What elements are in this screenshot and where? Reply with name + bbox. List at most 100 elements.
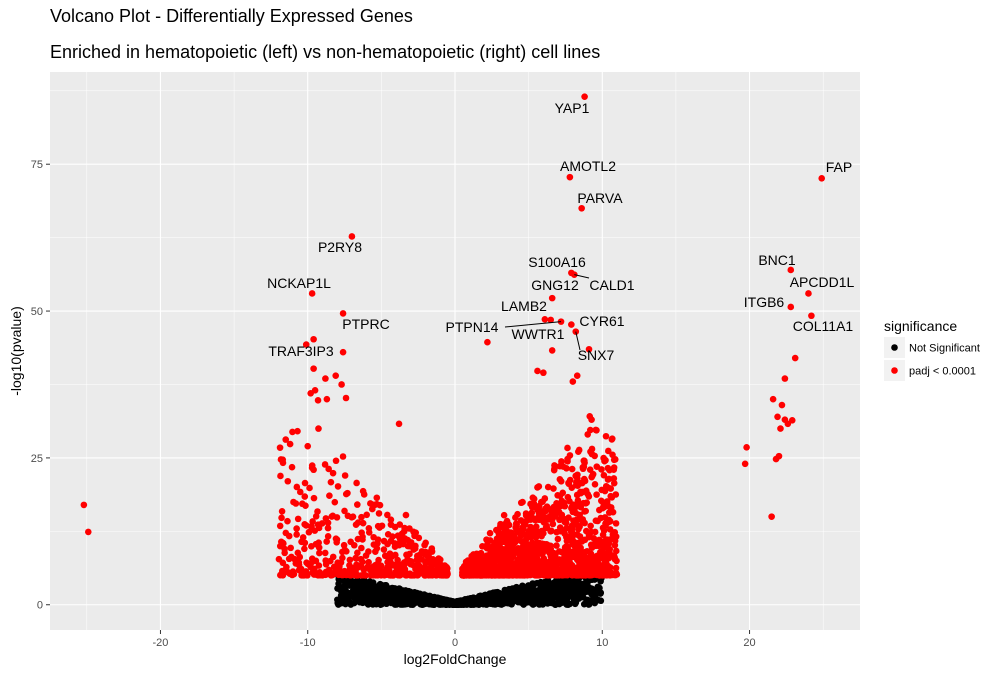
significant-point (529, 514, 536, 522)
significant-point (569, 378, 577, 385)
label-connector (504, 321, 562, 328)
significant-point (310, 494, 318, 502)
significant-point (316, 549, 323, 557)
significant-point (781, 416, 789, 424)
significant-point (304, 442, 312, 450)
significant-point (282, 436, 290, 443)
significant-point (332, 457, 340, 465)
label-connector (575, 331, 581, 351)
axes: -20 -10 0 10 20 0 25 50 75 log2FoldChange -log10(p… (8, 159, 756, 667)
significant-point (354, 572, 362, 579)
significant-point (358, 513, 365, 521)
significant-point (585, 554, 593, 562)
significant-point (550, 485, 557, 492)
significant-point (564, 444, 571, 452)
significant-point (370, 533, 377, 541)
significant-point (296, 566, 304, 573)
significant-point (774, 413, 781, 421)
significant-point (555, 556, 563, 563)
significant-point (303, 559, 310, 566)
significant-point (559, 489, 567, 497)
significant-point (406, 550, 413, 558)
not-significant-point (530, 581, 537, 589)
significant-point (608, 435, 616, 442)
legend-label: padj < 0.0001 (909, 366, 976, 378)
significant-point (386, 550, 394, 557)
not-significant-point (591, 599, 599, 607)
significant-point (557, 477, 565, 485)
significant-point (310, 571, 318, 578)
significant-point (536, 562, 544, 569)
gene-label: NCKAP1L (267, 275, 331, 291)
significant-point (285, 555, 293, 563)
significant-point (548, 347, 556, 354)
not-significant-point (580, 600, 588, 608)
significant-point (600, 571, 608, 578)
significant-point (387, 516, 395, 524)
significant-point (601, 555, 608, 562)
x-tick-label: -10 (300, 637, 316, 649)
significant-point (418, 548, 426, 555)
y-tick-label: 25 (31, 453, 43, 465)
labeled-point (547, 316, 555, 324)
significant-point (378, 522, 386, 530)
significant-point (500, 511, 508, 519)
significant-point (334, 483, 342, 490)
significant-point (415, 562, 423, 570)
significant-point (469, 562, 477, 570)
significant-point (520, 547, 527, 554)
significant-point (276, 522, 284, 530)
significant-point (443, 568, 450, 576)
significant-point (561, 502, 569, 510)
labeled-point (805, 290, 812, 297)
significant-point (512, 524, 519, 531)
significant-point (326, 492, 333, 499)
significant-point (554, 492, 561, 499)
not-significant-point (511, 596, 519, 604)
significant-point (315, 544, 323, 551)
gene-label: PARVA (577, 190, 623, 206)
significant-point (369, 563, 377, 570)
significant-point (529, 569, 537, 576)
significant-point (585, 345, 593, 353)
significant-point (483, 536, 490, 543)
significant-point (311, 387, 319, 394)
significant-point (346, 556, 354, 564)
significant-point (578, 565, 586, 572)
significant-point (301, 545, 308, 553)
not-significant-point (359, 586, 367, 594)
significant-point (410, 528, 417, 536)
significant-point (781, 375, 789, 382)
not-significant-point (523, 598, 531, 606)
labeled-point (808, 312, 815, 320)
significant-point (610, 475, 618, 482)
significant-point (788, 417, 796, 424)
significant-point (551, 562, 559, 570)
significant-point (599, 531, 607, 539)
significant-point (397, 537, 404, 545)
significant-point (605, 546, 613, 553)
significant-point (556, 516, 563, 524)
significant-point (586, 412, 594, 420)
legend-title: significance (884, 318, 957, 334)
significant-point (540, 555, 548, 562)
significant-point (335, 571, 342, 579)
labeled-point (541, 315, 549, 323)
significant-point (540, 369, 547, 377)
significant-point (604, 447, 612, 455)
significant-point (301, 479, 309, 487)
significant-point (301, 539, 309, 547)
legend-label: Not Significant (909, 343, 980, 355)
significant-point (580, 559, 588, 566)
y-tick-label: 0 (37, 600, 43, 612)
significant-point (483, 544, 491, 552)
significant-point (587, 522, 594, 530)
significant-point (496, 549, 503, 556)
significant-point (307, 563, 315, 571)
significant-point (582, 527, 590, 535)
significant-point (469, 567, 477, 575)
significant-point (593, 463, 601, 470)
significant-point (604, 464, 612, 472)
not-significant-point (395, 593, 402, 600)
not-significant-point (548, 581, 556, 589)
